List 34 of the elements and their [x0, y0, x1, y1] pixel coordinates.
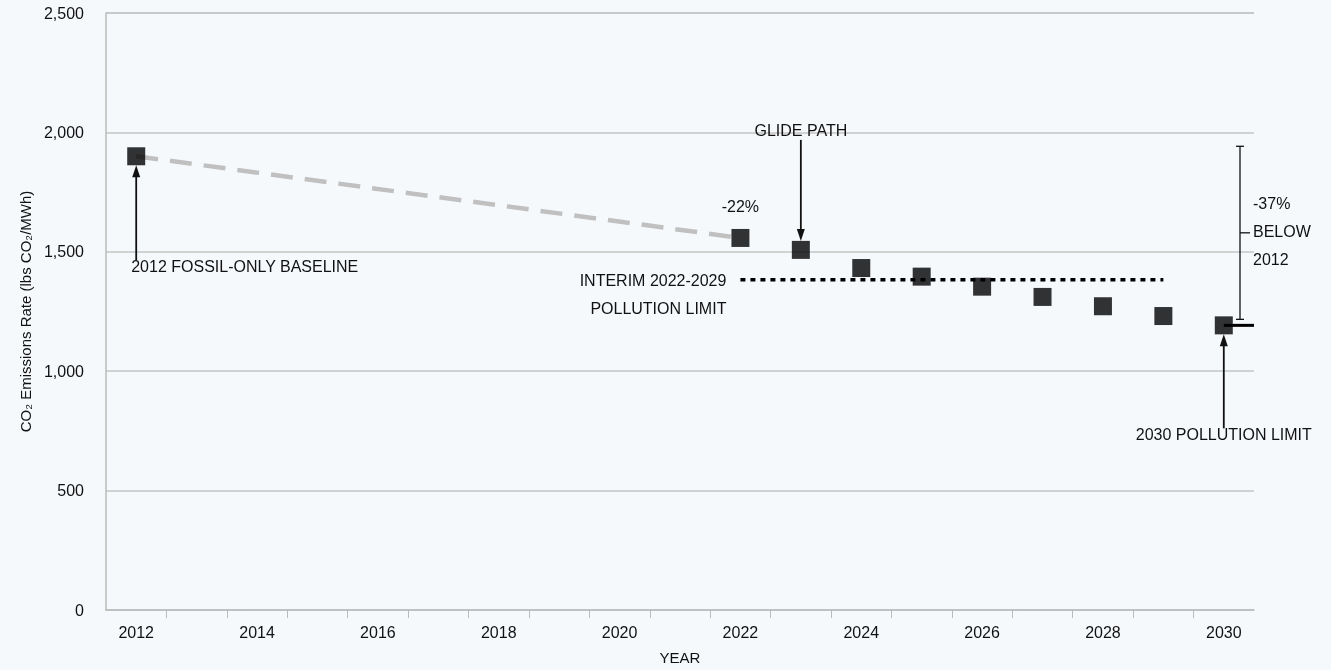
point	[912, 267, 931, 286]
x-tick-label: 2012	[118, 623, 155, 641]
point	[852, 259, 871, 278]
annotation: 2012 FOSSIL-ONLY BASELINE	[131, 258, 359, 276]
y-tick-label: 1,500	[43, 243, 85, 261]
x-tick-label: 2030	[1205, 623, 1242, 641]
point	[1033, 287, 1052, 306]
point	[1214, 316, 1233, 335]
y-tick-label: 2,000	[43, 123, 85, 141]
y-tick-label: 1,000	[43, 362, 85, 380]
point	[731, 228, 750, 247]
point	[1093, 297, 1112, 316]
point	[973, 277, 992, 296]
annotation: -37% BELOW 2012	[1253, 195, 1312, 269]
point	[1154, 307, 1173, 326]
x-tick-label: 2022	[722, 623, 759, 641]
x-tick-label: 2018	[480, 623, 517, 641]
x-tick-label: 2026	[964, 623, 1000, 641]
y-tick-label: 0	[75, 601, 85, 619]
x-tick-label: 2020	[601, 623, 638, 641]
y-tick-label: 500	[57, 482, 85, 500]
y-axis-title: CO₂ Emissions Rate (lbs CO₂/MWh)	[17, 190, 35, 433]
annotation: INTERIM 2022-2029 POLLUTION LIMIT	[579, 271, 727, 317]
annotation: GLIDE PATH	[754, 122, 848, 140]
point	[127, 147, 146, 166]
annotation: -22%	[721, 198, 760, 216]
x-tick-label: 2028	[1085, 623, 1121, 641]
x-tick-label: 2024	[843, 623, 880, 641]
point	[791, 240, 810, 259]
annotation: 2030 POLLUTION LIMIT	[1135, 426, 1313, 444]
y-tick-label: 2,500	[43, 4, 85, 22]
x-axis-title: YEAR	[659, 649, 701, 666]
x-tick-label: 2016	[360, 623, 396, 641]
x-tick-label: 2014	[239, 623, 275, 641]
